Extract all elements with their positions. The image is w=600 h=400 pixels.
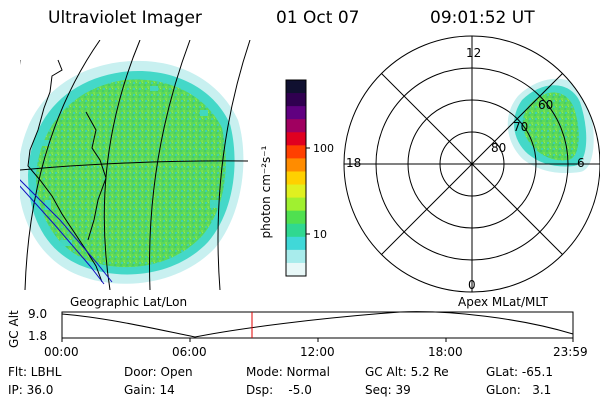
x-tick-2359: 23:59	[553, 345, 588, 359]
geographic-image	[20, 40, 251, 290]
colorbar-band	[286, 171, 306, 186]
x-tick-1800: 18:00	[428, 345, 463, 359]
x-tick-1200: 12:00	[300, 345, 335, 359]
colorbar-band	[286, 197, 306, 212]
colorbar-unit-label: photon cm⁻²s⁻¹	[259, 145, 273, 239]
mlat-label-80: 80	[491, 141, 507, 155]
colorbar-band	[286, 184, 306, 199]
info-flt: Flt: LBHL	[8, 365, 62, 379]
x-tick-0600: 06:00	[172, 345, 207, 359]
terminator-line	[20, 179, 113, 283]
altitude-ylabel: GC Alt	[7, 310, 21, 348]
colorbar-band	[286, 262, 306, 277]
mlat-label-60: 60	[538, 98, 554, 112]
info-glat: GLat: -65.1	[486, 365, 553, 379]
info-glon: GLon: 3.1	[486, 383, 552, 397]
altitude-ytick-bottom: 1.8	[28, 329, 48, 343]
mlt-label-12: 12	[466, 46, 482, 60]
colorbar-band	[286, 223, 306, 238]
altitude-plot	[61, 311, 574, 342]
mlt-label-0: 0	[468, 278, 476, 292]
mlt-label-18: 18	[346, 156, 362, 170]
x-tick-0000: 00:00	[44, 345, 79, 359]
terminator-line-2	[20, 185, 105, 285]
colorbar-band	[286, 80, 306, 94]
date-label: 01 Oct 07	[276, 8, 360, 28]
polar-aurora-green	[522, 92, 579, 161]
colorbar-band	[286, 145, 306, 159]
info-door: Door: Open	[124, 365, 193, 379]
info-ip: IP: 36.0	[8, 383, 54, 397]
info-mode: Mode: Normal	[246, 365, 330, 379]
info-seq: Seq: 39	[365, 383, 411, 397]
colorbar-band	[286, 106, 306, 120]
altitude-curve	[61, 311, 574, 338]
colorbar-band	[286, 158, 306, 172]
info-gc-alt: GC Alt: 5.2 Re	[365, 365, 449, 379]
colorbar-tick-10: 10	[313, 228, 327, 241]
geographic-panel-label: Geographic Lat/Lon	[70, 295, 188, 309]
instrument-title: Ultraviolet Imager	[48, 8, 202, 28]
colorbar-band	[286, 236, 306, 251]
latitude-line	[20, 160, 249, 171]
time-label: 09:01:52 UT	[430, 8, 535, 28]
polar-plot	[343, 35, 600, 293]
info-gain: Gain: 14	[124, 383, 175, 397]
polar-panel-label: Apex MLat/MLT	[458, 295, 548, 309]
colorbar-band	[286, 93, 306, 107]
info-dsp: Dsp: -5.0	[246, 383, 312, 397]
colorbar-band	[286, 249, 306, 264]
mlat-label-70: 70	[513, 120, 529, 134]
colorbar-tick-100: 100	[313, 142, 334, 155]
aurora-disk-green	[36, 79, 226, 268]
longitude-lines	[20, 40, 251, 290]
colorbar-band	[286, 210, 306, 225]
colorbar	[286, 80, 306, 277]
coastline	[27, 59, 107, 283]
mlt-label-6: 6	[577, 156, 585, 170]
altitude-ytick-top: 9.0	[28, 307, 48, 321]
colorbar-band	[286, 132, 306, 146]
colorbar-band	[286, 119, 306, 133]
mlt-diagonal-2	[381, 73, 563, 255]
